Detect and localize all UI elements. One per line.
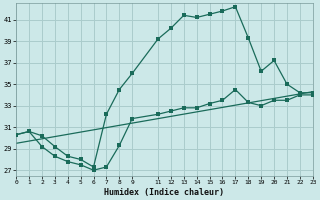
X-axis label: Humidex (Indice chaleur): Humidex (Indice chaleur) [104,188,224,197]
